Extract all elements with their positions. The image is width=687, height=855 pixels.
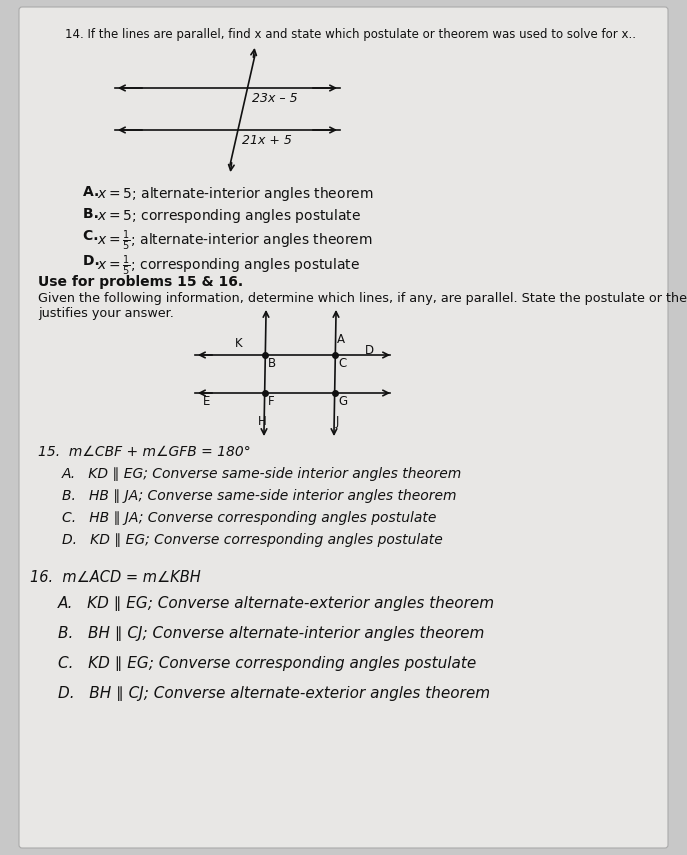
Text: B.   BH ∥ CJ; Converse alternate-interior angles theorem: B. BH ∥ CJ; Converse alternate-interior … xyxy=(58,626,484,641)
Text: C: C xyxy=(338,357,346,370)
Text: justifies your answer.: justifies your answer. xyxy=(38,307,174,320)
Text: D.   KD ∥ EG; Converse corresponding angles postulate: D. KD ∥ EG; Converse corresponding angle… xyxy=(62,533,442,547)
Text: E: E xyxy=(203,395,210,408)
Text: D.   BH ∥ CJ; Converse alternate-exterior angles theorem: D. BH ∥ CJ; Converse alternate-exterior … xyxy=(58,686,490,701)
Text: C.   HB ∥ JA; Converse corresponding angles postulate: C. HB ∥ JA; Converse corresponding angle… xyxy=(62,511,436,525)
Text: B.: B. xyxy=(83,207,109,221)
Text: 16.  m∠ACD = m∠KBH: 16. m∠ACD = m∠KBH xyxy=(30,570,201,585)
Text: Use for problems 15 & 16.: Use for problems 15 & 16. xyxy=(38,275,243,289)
Text: D.: D. xyxy=(83,254,109,268)
Text: $x = \frac{1}{5}$; alternate-interior angles theorem: $x = \frac{1}{5}$; alternate-interior an… xyxy=(97,229,372,253)
Text: $x = 5$; corresponding angles postulate: $x = 5$; corresponding angles postulate xyxy=(97,207,361,225)
Text: J: J xyxy=(335,415,339,428)
Text: Given the following information, determine which lines, if any, are parallel. St: Given the following information, determi… xyxy=(38,292,687,305)
Text: A: A xyxy=(337,333,345,346)
Text: 23x – 5: 23x – 5 xyxy=(251,92,297,105)
Text: 21x + 5: 21x + 5 xyxy=(242,134,292,147)
Text: C.: C. xyxy=(83,229,109,243)
Text: $x = 5$; alternate-interior angles theorem: $x = 5$; alternate-interior angles theor… xyxy=(97,185,374,203)
Text: F: F xyxy=(268,395,275,408)
Text: H: H xyxy=(258,415,267,428)
Text: C.   KD ∥ EG; Converse corresponding angles postulate: C. KD ∥ EG; Converse corresponding angle… xyxy=(58,656,476,671)
Text: K: K xyxy=(236,337,243,350)
Text: A.   KD ∥ EG; Converse same-side interior angles theorem: A. KD ∥ EG; Converse same-side interior … xyxy=(62,467,462,481)
FancyBboxPatch shape xyxy=(19,7,668,848)
Text: 15.  m∠CBF + m∠GFB = 180°: 15. m∠CBF + m∠GFB = 180° xyxy=(38,445,251,459)
Text: B.   HB ∥ JA; Converse same-side interior angles theorem: B. HB ∥ JA; Converse same-side interior … xyxy=(62,489,456,503)
Text: 14. If the lines are parallel, find x and state which postulate or theorem was u: 14. If the lines are parallel, find x an… xyxy=(65,28,636,41)
Text: A.   KD ∥ EG; Converse alternate-exterior angles theorem: A. KD ∥ EG; Converse alternate-exterior … xyxy=(58,596,495,611)
Text: A.: A. xyxy=(83,185,109,199)
Text: B: B xyxy=(268,357,276,370)
Text: D: D xyxy=(365,344,374,357)
Text: G: G xyxy=(338,395,347,408)
Text: $x = \frac{1}{5}$; corresponding angles postulate: $x = \frac{1}{5}$; corresponding angles … xyxy=(97,254,360,279)
